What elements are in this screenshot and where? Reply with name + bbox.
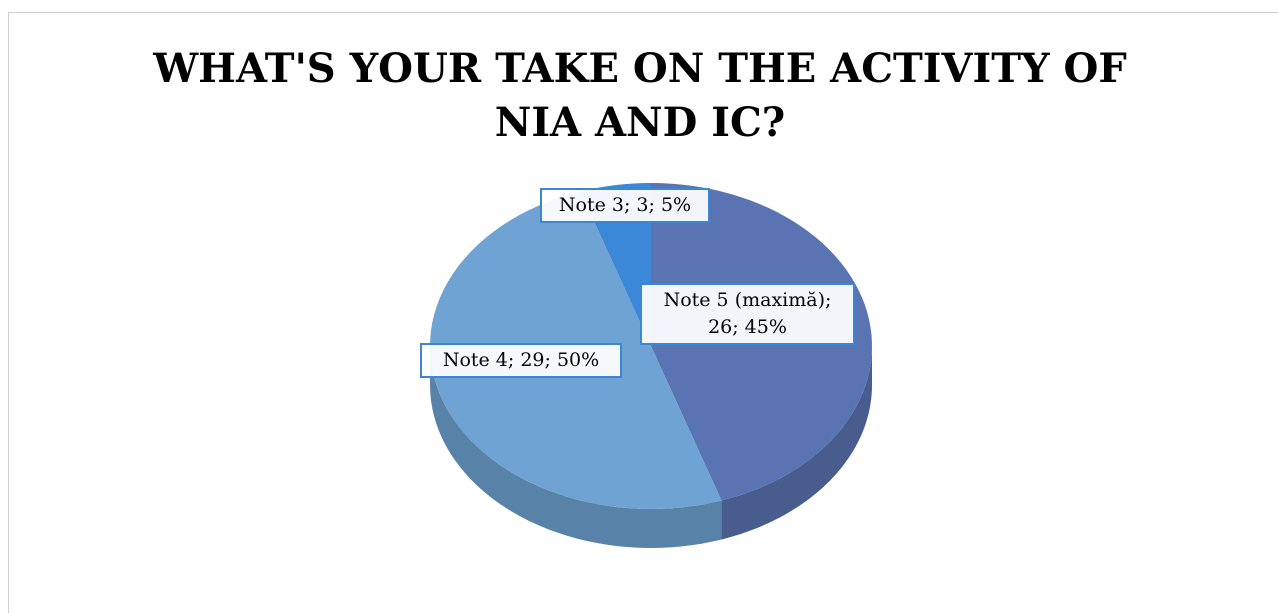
chart-title: WHAT'S YOUR TAKE ON THE ACTIVITY OF NIA … — [153, 45, 1127, 146]
chart: WHAT'S YOUR TAKE ON THE ACTIVITY OF NIA … — [8, 12, 1278, 613]
pie-slice — [580, 183, 651, 346]
chart-frame — [8, 12, 1278, 613]
pie-side — [721, 346, 872, 540]
pie — [430, 183, 872, 548]
data-label: Note 5 (maximă); 26; 45% — [640, 283, 855, 345]
data-label: Note 4; 29; 50% — [420, 343, 622, 378]
data-label: Note 3; 3; 5% — [540, 188, 710, 223]
pie-side — [430, 346, 722, 548]
